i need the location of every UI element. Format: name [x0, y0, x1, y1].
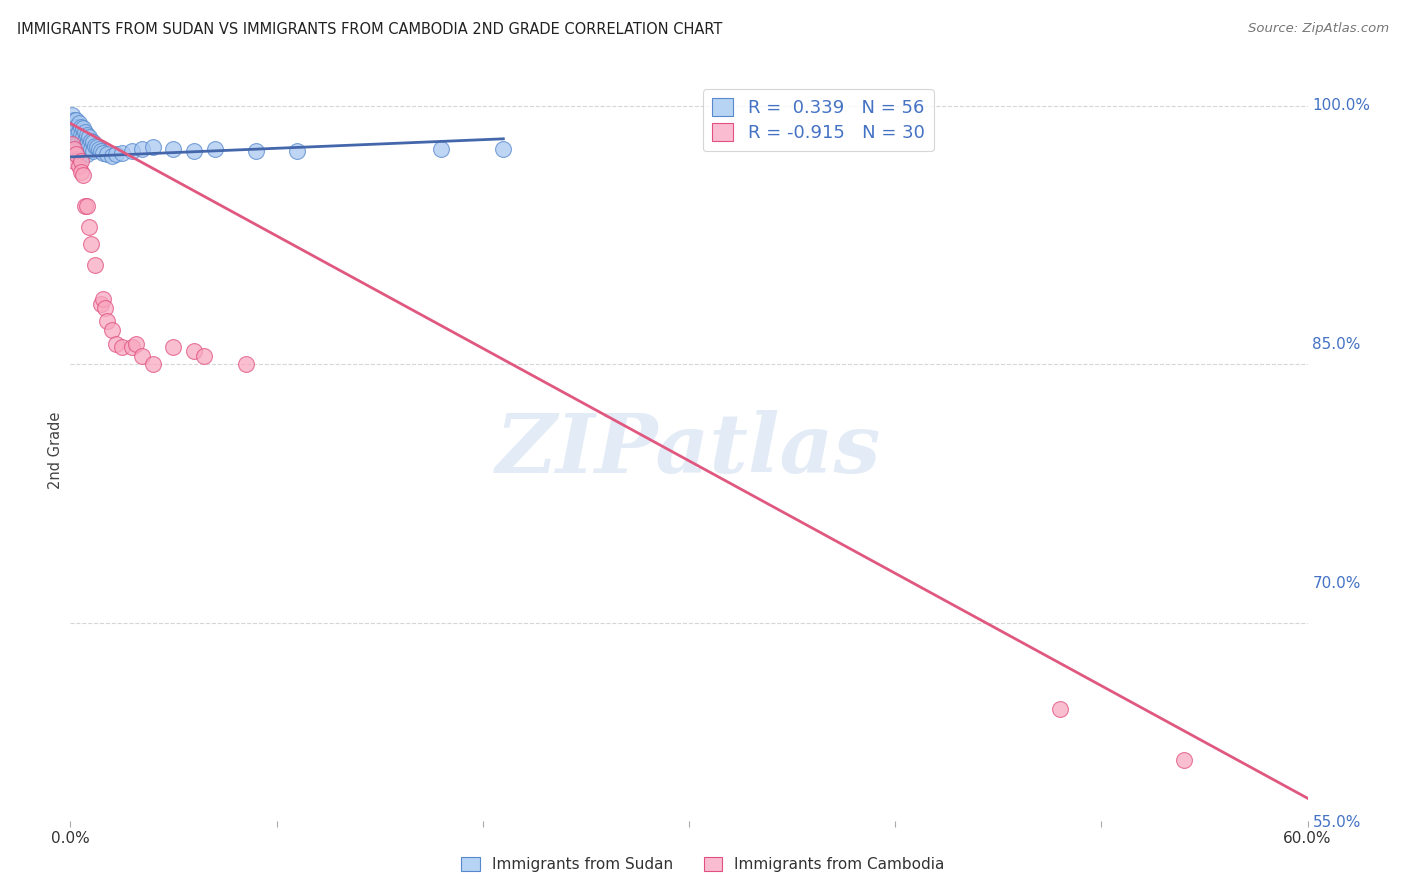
Point [60, 116, 83, 130]
Point [1173, 753, 1195, 767]
Point [96, 314, 118, 328]
Point [91, 292, 114, 306]
Point [84, 138, 107, 153]
Point [89, 142, 111, 156]
Point [63, 134, 86, 148]
Text: IMMIGRANTS FROM SUDAN VS IMMIGRANTS FROM CAMBODIA 2ND GRADE CORRELATION CHART: IMMIGRANTS FROM SUDAN VS IMMIGRANTS FROM… [17, 22, 723, 37]
Point [72, 168, 94, 182]
Point [100, 323, 122, 337]
Point [65, 128, 87, 143]
Point [67, 134, 90, 148]
Point [69, 128, 91, 143]
Point [60, 125, 83, 139]
Point [162, 142, 184, 156]
Point [84, 258, 107, 272]
Point [1049, 702, 1071, 716]
Point [69, 147, 91, 161]
Point [183, 343, 205, 358]
Point [131, 349, 153, 363]
Y-axis label: 2nd Grade: 2nd Grade [48, 412, 63, 489]
Point [67, 151, 90, 165]
Point [121, 340, 143, 354]
Point [492, 142, 515, 156]
Point [94, 301, 117, 315]
Point [69, 120, 91, 134]
Point [72, 121, 94, 136]
Point [430, 142, 453, 156]
Point [69, 154, 91, 169]
Point [80, 236, 103, 251]
Point [63, 121, 86, 136]
Text: ZIPatlas: ZIPatlas [496, 410, 882, 491]
Point [76, 147, 98, 161]
Point [80, 142, 103, 156]
Point [104, 336, 127, 351]
Point [76, 136, 98, 151]
Point [73, 134, 96, 148]
Point [96, 147, 118, 161]
Text: Source: ZipAtlas.com: Source: ZipAtlas.com [1249, 22, 1389, 36]
Point [76, 128, 98, 143]
Legend: Immigrants from Sudan, Immigrants from Cambodia: Immigrants from Sudan, Immigrants from C… [454, 849, 952, 880]
Point [69, 164, 91, 178]
Point [60, 108, 83, 122]
Point [82, 144, 104, 158]
Point [142, 357, 165, 371]
Point [77, 130, 100, 145]
Point [77, 219, 100, 234]
Point [245, 144, 267, 158]
Point [63, 112, 86, 127]
Point [162, 340, 184, 354]
Point [65, 136, 87, 151]
Point [63, 154, 86, 169]
Point [183, 144, 205, 158]
Point [60, 136, 83, 151]
Point [65, 147, 87, 161]
Point [90, 144, 112, 158]
Point [72, 140, 94, 154]
Point [104, 147, 127, 161]
Point [100, 149, 122, 163]
Point [67, 125, 90, 139]
Point [86, 140, 108, 154]
Point [67, 160, 90, 174]
Point [63, 142, 86, 156]
Point [111, 145, 134, 160]
Point [193, 349, 215, 363]
Point [65, 120, 87, 134]
Point [82, 135, 104, 149]
Point [69, 136, 91, 151]
Point [65, 112, 87, 127]
Point [72, 130, 94, 145]
Point [73, 142, 96, 156]
Point [63, 142, 86, 156]
Point [235, 357, 257, 371]
Point [67, 116, 90, 130]
Point [121, 144, 143, 158]
Point [90, 297, 112, 311]
Point [111, 340, 134, 354]
Point [80, 134, 103, 148]
Point [131, 142, 153, 156]
Legend: R =  0.339   N = 56, R = -0.915   N = 30: R = 0.339 N = 56, R = -0.915 N = 30 [703, 89, 934, 152]
Point [204, 142, 226, 156]
Point [77, 138, 100, 153]
Point [76, 199, 98, 213]
Point [65, 147, 87, 161]
Point [142, 140, 165, 154]
Point [91, 145, 114, 160]
Point [73, 125, 96, 139]
Point [285, 144, 308, 158]
Point [125, 336, 148, 351]
Point [73, 199, 96, 213]
Point [67, 142, 90, 156]
Point [60, 136, 83, 151]
